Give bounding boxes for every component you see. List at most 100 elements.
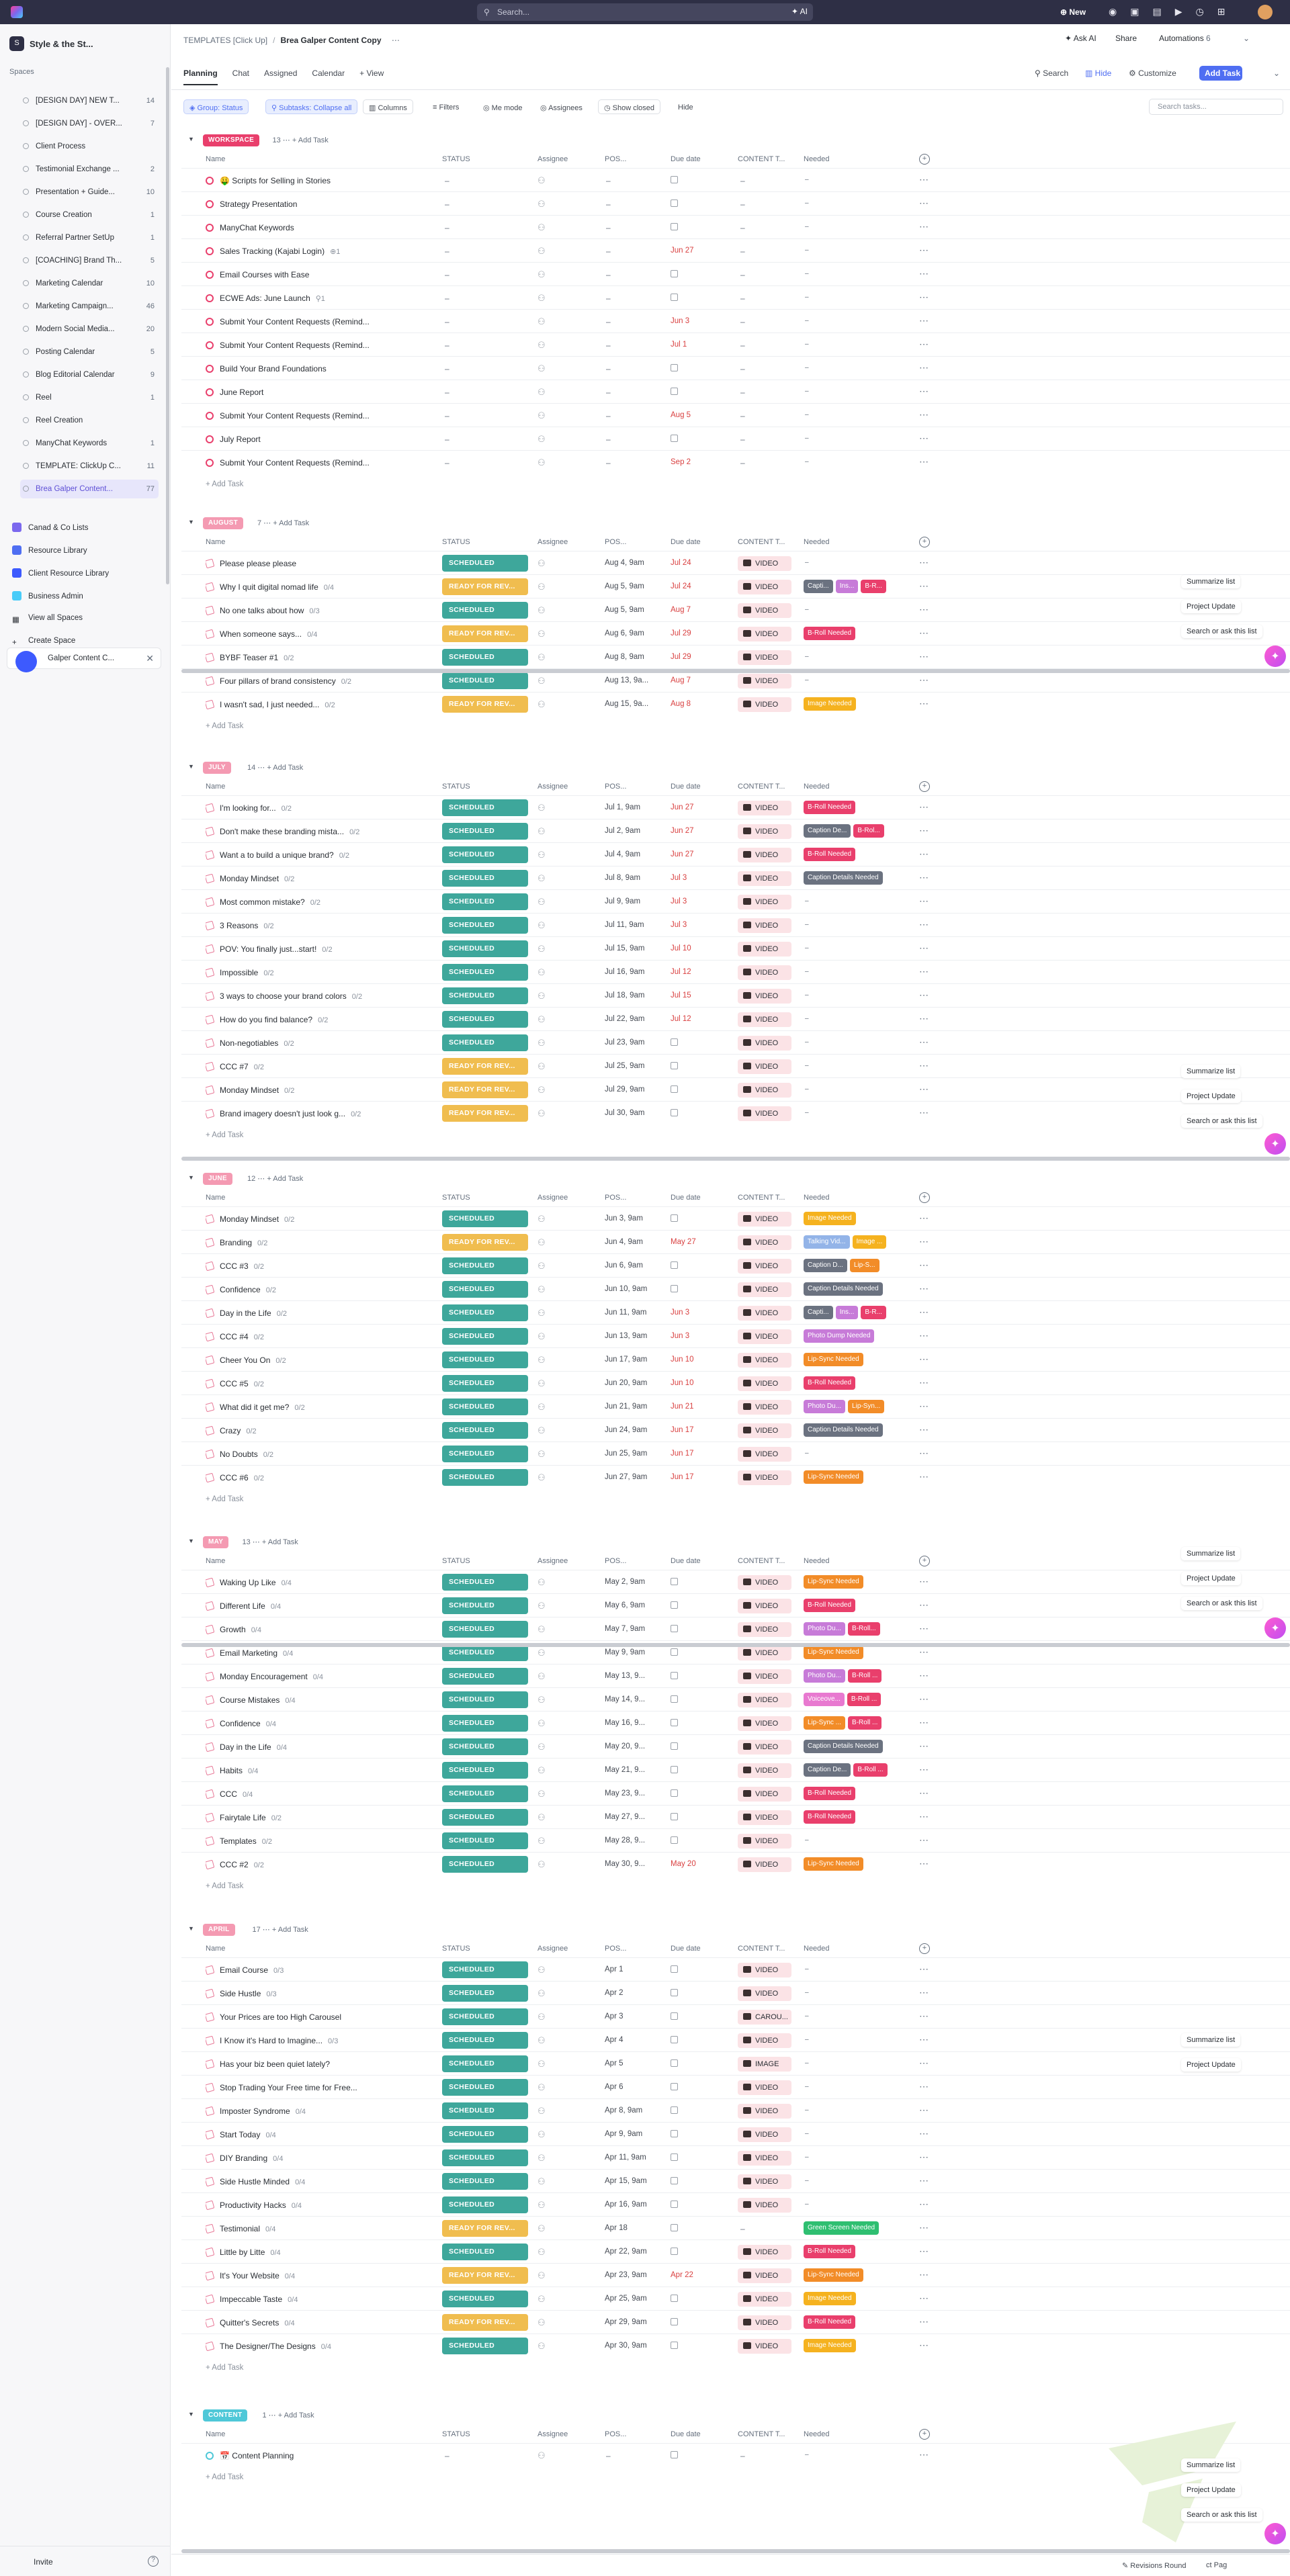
post-date[interactable]: May 13, 9... — [605, 1672, 646, 1680]
row-more-icon[interactable]: ⋯ — [919, 1259, 929, 1270]
needed-tags[interactable]: Lip-Sync Needed — [804, 1646, 866, 1659]
status-badge[interactable]: READY FOR REV... — [442, 1081, 528, 1098]
needed-tags[interactable]: – — [804, 1012, 812, 1026]
row-more-icon[interactable]: ⋯ — [919, 2175, 929, 2186]
content-type-badge[interactable]: VIDEO — [738, 674, 791, 689]
task-status-icon[interactable] — [206, 1261, 215, 1271]
task-status-icon[interactable] — [206, 1450, 215, 1459]
statusbar-right[interactable]: ct Pag — [1206, 2561, 1228, 2569]
more-icon[interactable]: ⋯ — [261, 519, 273, 527]
status-badge[interactable]: SCHEDULED — [442, 1832, 528, 1849]
assignee-icon[interactable]: ⚇ — [538, 1331, 546, 1341]
group-header[interactable]: ▼ MAY 13 ⋯ + Add Task — [181, 1534, 786, 1550]
assignee-icon[interactable]: ⚇ — [538, 457, 546, 468]
task-status-icon[interactable] — [206, 177, 214, 185]
task-row[interactable]: Testimonial 0/4 READY FOR REV... ⚇ Apr 18– Gr… — [181, 2216, 1290, 2239]
content-type-badge[interactable]: VIDEO — [738, 1716, 791, 1731]
due-date[interactable]: Jul 1 — [671, 341, 687, 349]
subtask-count[interactable]: 0/4 — [265, 2225, 276, 2233]
status-empty[interactable]: – — [445, 411, 449, 420]
task-name[interactable]: Want a to build a unique brand? 0/2 — [206, 850, 407, 860]
post-date[interactable]: Jul 1, 9am — [605, 803, 641, 811]
post-date[interactable]: May 2, 9am — [605, 1578, 646, 1586]
task-status-icon[interactable] — [206, 412, 214, 420]
more-icon[interactable]: ⋯ — [250, 1538, 262, 1546]
column-header-due[interactable]: Due date — [671, 783, 701, 791]
post-date[interactable]: Apr 30, 9am — [605, 2342, 647, 2350]
task-row[interactable]: Email Marketing 0/4 SCHEDULED ⚇ May 9, 9am VI… — [181, 1640, 1290, 1664]
due-date[interactable] — [671, 2224, 678, 2233]
task-status-icon[interactable] — [206, 365, 214, 373]
status-empty[interactable]: – — [445, 341, 449, 350]
breadcrumb-parent[interactable]: TEMPLATES [Click Up] — [183, 36, 268, 45]
tab-view-0[interactable]: Planning — [183, 69, 218, 85]
needed-tags[interactable]: – — [804, 2174, 812, 2188]
due-date[interactable] — [671, 1285, 678, 1294]
due-date[interactable]: Aug 5 — [671, 411, 691, 419]
content-type-badge[interactable]: VIDEO — [738, 1106, 791, 1121]
post-date-empty[interactable]: – — [606, 435, 611, 444]
post-date[interactable]: May 28, 9... — [605, 1836, 646, 1845]
task-name[interactable]: Little by Litte 0/4 — [206, 2248, 407, 2257]
task-status-icon[interactable] — [206, 1062, 215, 1071]
search-tasks-input[interactable]: Search tasks... — [1149, 99, 1283, 115]
more-icon[interactable]: ⋯ — [391, 36, 400, 45]
needed-tag[interactable]: Lip-Sync Needed — [804, 2268, 863, 2282]
needed-tags[interactable]: Talking Vid... Image ... — [804, 1235, 889, 1249]
assignee-icon[interactable]: ⚇ — [538, 1014, 546, 1024]
task-name[interactable]: July Report — [206, 435, 407, 444]
task-status-icon[interactable] — [206, 1965, 215, 1975]
row-more-icon[interactable]: ⋯ — [919, 339, 929, 349]
due-date[interactable] — [671, 1719, 678, 1728]
needed-tags[interactable]: Caption Details Needed — [804, 871, 886, 885]
needed-tags[interactable]: – — [804, 2127, 812, 2141]
status-badge[interactable]: READY FOR REV... — [442, 696, 528, 713]
task-row[interactable]: I wasn't sad, I just needed... 0/2 READY F… — [181, 692, 1290, 715]
post-date[interactable]: May 21, 9... — [605, 1766, 646, 1774]
post-date-empty[interactable]: – — [606, 247, 611, 256]
clip-icon[interactable]: ▤ — [1152, 6, 1175, 17]
share-button[interactable]: Share — [1115, 34, 1137, 43]
needed-tag[interactable]: Lip-Sync ... — [804, 1716, 846, 1730]
subtask-count[interactable]: 0/4 — [281, 1579, 292, 1587]
needed-tag[interactable]: B-Roll ... — [848, 1669, 882, 1683]
row-more-icon[interactable]: ⋯ — [919, 1599, 929, 1610]
floating-update-button[interactable]: Project Update — [1181, 1572, 1241, 1585]
subtask-count[interactable]: 0/2 — [265, 1286, 277, 1294]
task-row[interactable]: ManyChat Keywords – ⚇ – – – ⋯ — [181, 215, 1290, 238]
task-status-icon[interactable] — [206, 2153, 215, 2163]
content-type-badge[interactable]: VIDEO — [738, 965, 791, 980]
task-name[interactable]: Monday Mindset 0/2 — [206, 1214, 407, 1224]
invite-button[interactable]: Invite — [34, 2557, 53, 2567]
subtask-count[interactable]: 0/2 — [246, 1427, 257, 1435]
assignee-icon[interactable]: ⚇ — [538, 1261, 546, 1271]
needed-tags[interactable]: Caption Details Needed — [804, 1423, 886, 1437]
status-empty[interactable]: – — [445, 199, 449, 209]
status-badge[interactable]: SCHEDULED — [442, 2126, 528, 2143]
status-badge[interactable]: SCHEDULED — [442, 964, 528, 981]
task-row[interactable]: Course Mistakes 0/4 SCHEDULED ⚇ May 14, 9...… — [181, 1687, 1290, 1711]
needed-tag[interactable]: B-Roll ... — [853, 1763, 888, 1777]
assignee-icon[interactable]: ⚇ — [538, 175, 546, 185]
post-date[interactable]: Jun 20, 9am — [605, 1379, 648, 1387]
post-date[interactable]: Jun 11, 9am — [605, 1308, 647, 1317]
column-header-assignee[interactable]: Assignee — [538, 1557, 568, 1565]
status-empty[interactable]: – — [445, 458, 449, 468]
assignee-icon[interactable]: ⚇ — [538, 897, 546, 907]
subtask-count[interactable]: 0/4 — [251, 1626, 261, 1634]
due-date[interactable]: Jun 3 — [671, 1308, 689, 1317]
row-more-icon[interactable]: ⋯ — [919, 872, 929, 883]
breadcrumb-current[interactable]: Brea Galper Content Copy — [280, 36, 382, 45]
task-status-icon[interactable] — [206, 1109, 215, 1118]
task-name[interactable]: Submit Your Content Requests (Remind... — [206, 411, 407, 420]
content-type-empty[interactable]: – — [740, 294, 745, 303]
task-status-icon[interactable] — [206, 1601, 215, 1611]
create-space-button[interactable]: + Create Space — [9, 631, 148, 650]
task-name[interactable]: Crazy 0/2 — [206, 1426, 407, 1435]
needed-tag[interactable]: Photo Du... — [804, 1669, 846, 1683]
needed-tags[interactable]: – — [804, 2010, 812, 2023]
needed-tag[interactable]: B-Roll ... — [847, 1693, 882, 1706]
needed-tag[interactable]: B-Rol... — [853, 824, 884, 838]
column-header-needed[interactable]: Needed — [804, 1557, 830, 1565]
due-date[interactable]: May 27 — [671, 1238, 696, 1246]
